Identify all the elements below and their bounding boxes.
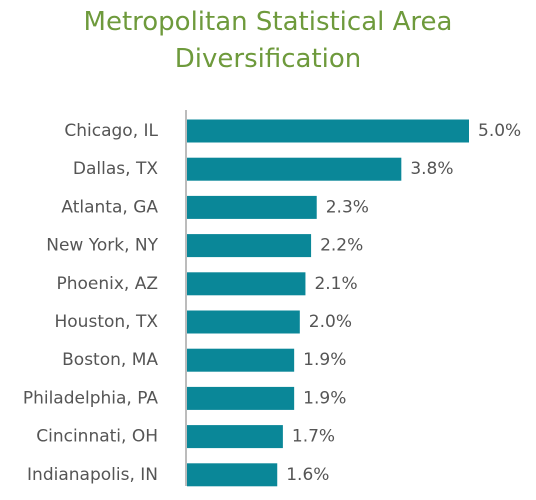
bar xyxy=(187,386,295,410)
bar xyxy=(187,463,278,487)
plot-area: Chicago, IL 5.0% Dallas, TX 3.8% Atlanta, GA… xyxy=(23,110,521,487)
category-label: Phoenix, AZ xyxy=(56,274,158,294)
data-label: 1.9% xyxy=(303,388,346,408)
category-label: Boston, MA xyxy=(62,350,158,370)
data-label: 2.1% xyxy=(314,274,357,294)
category-label: Chicago, IL xyxy=(64,121,158,141)
bar xyxy=(187,119,469,143)
bar xyxy=(187,425,283,449)
data-label: 5.0% xyxy=(478,121,521,141)
bar xyxy=(187,310,300,334)
bar xyxy=(187,272,306,296)
data-label: 2.0% xyxy=(309,312,352,332)
data-label: 2.2% xyxy=(320,236,363,256)
data-label: 3.8% xyxy=(410,159,453,179)
category-label: Houston, TX xyxy=(55,312,159,332)
category-label: Cincinnati, OH xyxy=(36,427,158,447)
bar xyxy=(187,157,402,181)
data-label: 1.6% xyxy=(286,465,329,485)
data-label: 2.3% xyxy=(326,197,369,217)
bar xyxy=(187,348,295,372)
data-label: 1.7% xyxy=(292,427,335,447)
category-label: Philadelphia, PA xyxy=(23,388,159,408)
bar xyxy=(187,234,312,258)
chart-title: Metropolitan Statistical Area Diversific… xyxy=(0,4,536,78)
category-label: Dallas, TX xyxy=(73,159,158,179)
bar xyxy=(187,195,317,219)
chart-title-line-1: Metropolitan Statistical Area xyxy=(83,7,453,37)
category-label: New York, NY xyxy=(46,236,158,256)
category-label: Atlanta, GA xyxy=(61,197,158,217)
data-label: 1.9% xyxy=(303,350,346,370)
category-label: Indianapolis, IN xyxy=(27,465,158,485)
chart-title-line-2: Diversification xyxy=(174,44,362,74)
